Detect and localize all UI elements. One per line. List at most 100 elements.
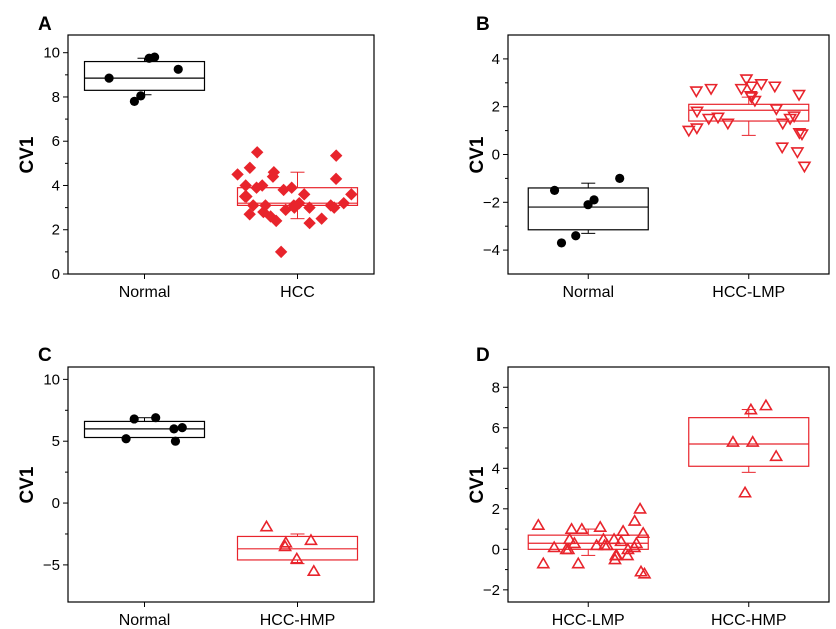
data-point (250, 181, 263, 194)
data-point (787, 111, 802, 124)
data-point (589, 195, 599, 205)
data-point (614, 534, 628, 547)
data-point (574, 522, 589, 535)
data-point (285, 181, 298, 194)
data-point (571, 231, 581, 241)
y-axis-label: CV1 (17, 136, 38, 173)
data-point (567, 536, 582, 549)
data-point (743, 402, 758, 415)
data-point (547, 540, 562, 553)
panel-letter: C (38, 345, 52, 366)
x-category-label: HCC-HMP (260, 612, 336, 629)
data-point (759, 398, 773, 411)
y-tick-label: 8 (52, 89, 60, 106)
data-point (288, 201, 301, 214)
y-tick-label: 4 (52, 177, 60, 194)
y-tick-label: 4 (492, 51, 500, 68)
y-tick-label: −2 (483, 194, 500, 211)
plot-frame (67, 34, 375, 275)
x-category-label: HCC (280, 284, 315, 301)
data-point (303, 216, 316, 230)
data-point (149, 52, 160, 62)
x-category-label: Normal (562, 284, 614, 301)
data-point (600, 538, 615, 551)
data-point (744, 81, 759, 94)
data-point (278, 539, 293, 552)
data-point (170, 436, 181, 446)
data-point (337, 196, 350, 210)
data-point (297, 188, 311, 201)
y-axis-label: CV1 (467, 466, 488, 503)
panel-a: A CV1 0 2 4 6 8 10 Normal HCC (17, 14, 375, 301)
group-hcc-lmp (681, 74, 812, 174)
data-point (151, 413, 161, 423)
group-hcc-hmp (688, 398, 810, 498)
panel-letter: D (476, 345, 490, 366)
plot-frame (507, 34, 830, 275)
data-point (256, 179, 269, 192)
data-point (289, 551, 304, 564)
data-point (720, 118, 735, 131)
data-point (136, 91, 146, 101)
y-tick-label: −5 (43, 557, 60, 574)
data-point (562, 532, 577, 545)
group-normal (527, 173, 649, 248)
data-point (303, 201, 316, 214)
data-point (277, 183, 290, 197)
data-point (169, 424, 179, 434)
data-point (769, 449, 784, 462)
panel-letter: A (38, 14, 52, 35)
y-tick-label: 0 (52, 266, 60, 283)
data-point (329, 149, 343, 162)
y-tick-label: 2 (492, 99, 500, 116)
x-category-label: HCC-HMP (711, 612, 787, 629)
data-point (792, 128, 807, 140)
data-point (775, 118, 790, 131)
data-point (792, 89, 806, 102)
data-point (129, 414, 139, 424)
panel-letter: B (476, 14, 490, 35)
data-point (549, 185, 560, 195)
data-point (315, 212, 328, 225)
data-point (327, 201, 341, 214)
data-point (633, 501, 647, 514)
data-point (627, 540, 642, 553)
data-point (704, 83, 718, 96)
data-point (615, 173, 625, 183)
data-point (743, 91, 758, 103)
data-point (775, 142, 790, 155)
data-point (121, 434, 131, 444)
y-tick-label: 2 (492, 501, 500, 518)
data-point (637, 566, 652, 579)
y-tick-label: 0 (492, 541, 500, 558)
data-point (797, 161, 812, 174)
data-point (620, 548, 635, 561)
y-tick-label: 2 (52, 222, 60, 239)
box (83, 420, 206, 439)
data-point (689, 86, 704, 98)
data-point (783, 113, 798, 126)
group-hcc-hmp (236, 519, 359, 577)
data-point (767, 81, 782, 94)
y-axis-label: CV1 (17, 466, 38, 503)
box (236, 535, 359, 561)
y-tick-label: 10 (43, 371, 60, 388)
x-category-label: HCC-LMP (552, 612, 625, 629)
panel-b: B CV1 −4 −2 0 2 4 Normal HCC-LMP (467, 14, 830, 301)
data-point (711, 112, 725, 125)
y-axis-label: CV1 (467, 136, 488, 173)
data-point (564, 522, 579, 535)
y-tick-label: 0 (52, 495, 60, 512)
data-point (293, 196, 306, 210)
box (83, 60, 206, 91)
data-point (259, 519, 274, 532)
box (688, 103, 810, 122)
box (527, 534, 649, 550)
data-point (734, 83, 749, 96)
data-point (556, 238, 567, 248)
data-point (747, 95, 762, 108)
data-point (790, 147, 805, 159)
data-point (269, 214, 283, 228)
data-point (616, 524, 631, 537)
panel-c: C CV1 −5 0 5 10 Normal HCC-HMP (17, 345, 375, 629)
